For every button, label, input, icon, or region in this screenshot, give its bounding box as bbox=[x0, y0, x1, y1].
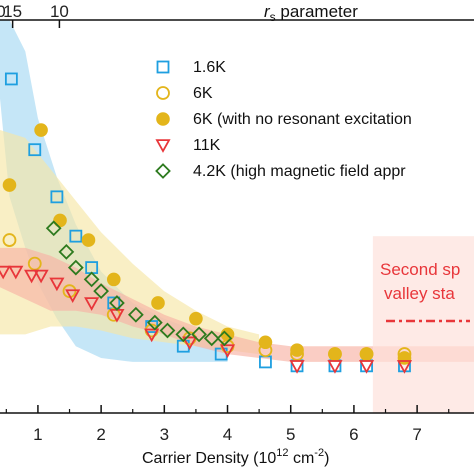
x-tick-label-1: 1 bbox=[33, 425, 42, 444]
point-square-3 bbox=[69, 229, 83, 243]
legend-entry-2: 6K (with no resonant excitation bbox=[193, 111, 412, 128]
legend: 1.6K 6K 6K (with no resonant excitation 11K… bbox=[155, 59, 412, 180]
point-triangle-down-3 bbox=[33, 269, 49, 284]
point-diamond-2 bbox=[67, 259, 84, 276]
point-triangle-down-12 bbox=[327, 360, 343, 374]
point-circle-filled-6 bbox=[189, 311, 203, 326]
point-triangle-down-5 bbox=[65, 289, 81, 304]
point-triangle-down-14 bbox=[396, 360, 413, 374]
point-triangle-down-10 bbox=[219, 344, 236, 359]
point-diamond-1 bbox=[58, 243, 75, 260]
point-circle-filled-9 bbox=[290, 343, 304, 357]
point-circle-filled-8 bbox=[258, 335, 273, 350]
x-axis-title-unit-sup: -2 bbox=[314, 447, 324, 459]
x-axis: 1 2 3 4 5 6 7 bbox=[5, 405, 450, 444]
top-axis-title: rs parameter bbox=[264, 2, 358, 24]
point-diamond-7 bbox=[146, 314, 163, 331]
rs-parameter: parameter bbox=[276, 2, 359, 21]
point-circle-filled-5 bbox=[151, 296, 165, 310]
top-tick-label-10: 10 bbox=[50, 2, 69, 21]
top-axis: 2015 10 bbox=[0, 2, 69, 28]
point-triangle-down-4 bbox=[49, 277, 65, 292]
annotation-line-2: valley sta bbox=[384, 284, 455, 303]
x-axis-title-main: Carrier Density (10 bbox=[142, 450, 276, 467]
x-tick-label-6: 6 bbox=[349, 425, 358, 444]
point-circle-filled-10 bbox=[328, 347, 342, 361]
point-diamond-6 bbox=[128, 306, 144, 323]
point-diamond-11 bbox=[203, 330, 220, 347]
point-diamond-9 bbox=[175, 326, 192, 343]
point-diamond-3 bbox=[83, 271, 100, 288]
legend-entry-4: 4.2K (high magnetic field appr bbox=[193, 163, 406, 180]
point-square-2 bbox=[50, 190, 64, 204]
point-circle-filled-11 bbox=[359, 347, 374, 361]
x-axis-title-close: ) bbox=[324, 450, 329, 467]
point-circle-filled-1 bbox=[34, 123, 48, 137]
legend-marker-0 bbox=[156, 60, 170, 74]
point-triangle-down-9 bbox=[182, 336, 198, 351]
point-circle-filled-4 bbox=[106, 272, 121, 287]
legend-marker-4 bbox=[155, 163, 171, 179]
point-diamond-0 bbox=[45, 220, 62, 237]
annotation-line-1: Second sp bbox=[380, 260, 460, 279]
point-triangle-down-0 bbox=[0, 265, 11, 280]
annotation: Second sp valley sta bbox=[380, 260, 470, 323]
x-axis-title-sup: 12 bbox=[276, 447, 288, 459]
x-axis-title-unit: cm bbox=[289, 450, 315, 467]
point-triangle-down-13 bbox=[358, 360, 375, 374]
point-circle-filled-3 bbox=[81, 233, 96, 247]
point-square-0 bbox=[4, 72, 18, 86]
point-diamond-10 bbox=[191, 326, 207, 343]
x-tick-label-3: 3 bbox=[160, 425, 169, 444]
point-circle-open-0 bbox=[2, 233, 17, 247]
x-tick-label-7: 7 bbox=[412, 425, 421, 444]
legend-marker-1 bbox=[156, 86, 170, 100]
point-triangle-down-2 bbox=[24, 269, 40, 284]
point-diamond-8 bbox=[159, 322, 176, 339]
data-points bbox=[0, 72, 413, 374]
point-diamond-12 bbox=[216, 330, 233, 347]
point-triangle-down-11 bbox=[289, 360, 305, 374]
point-triangle-down-1 bbox=[8, 265, 24, 280]
point-triangle-down-8 bbox=[144, 328, 160, 343]
legend-entry-3: 11K bbox=[193, 137, 221, 154]
point-circle-filled-0 bbox=[2, 178, 17, 192]
legend-entry-1: 6K bbox=[193, 85, 213, 102]
top-tick-label-20: 20 bbox=[0, 2, 6, 21]
x-tick-label-2: 2 bbox=[96, 425, 105, 444]
legend-entry-0: 1.6K bbox=[193, 59, 226, 76]
point-square-1 bbox=[28, 143, 42, 157]
x-axis-title: Carrier Density (1012 cm-2) bbox=[142, 447, 329, 467]
point-circle-open-1 bbox=[27, 256, 42, 271]
second-subband-region bbox=[372, 236, 474, 413]
rs-subscript: s bbox=[270, 10, 276, 24]
point-triangle-down-6 bbox=[84, 297, 100, 311]
point-diamond-5 bbox=[109, 295, 125, 311]
point-diamond-4 bbox=[93, 283, 109, 300]
rs-symbol: r bbox=[264, 2, 271, 21]
legend-marker-3 bbox=[155, 139, 171, 153]
x-tick-label-5: 5 bbox=[286, 425, 295, 444]
point-circle-filled-2 bbox=[53, 213, 67, 228]
legend-marker-2 bbox=[156, 112, 170, 126]
top-tick-label-15: 15 bbox=[3, 2, 22, 21]
x-tick-label-4: 4 bbox=[223, 425, 232, 444]
